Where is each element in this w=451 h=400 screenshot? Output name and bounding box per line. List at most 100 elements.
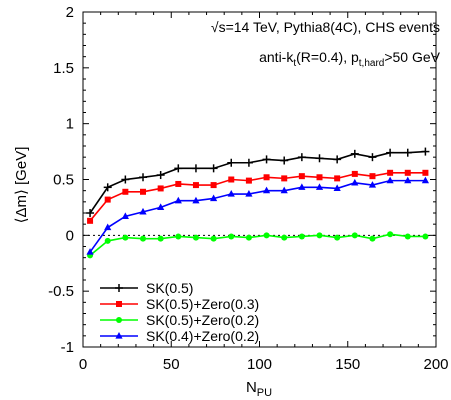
data-point — [368, 181, 377, 188]
y-tick-label: -0.5 — [48, 283, 74, 300]
data-point — [297, 153, 306, 162]
annotation-pt-cut: >50 GeV — [384, 49, 440, 65]
data-point — [404, 233, 411, 240]
annotation-jet-alg: anti-k — [259, 49, 294, 65]
legend-entry-4: SK(0.4)+Zero(0.2) — [100, 328, 259, 344]
axis-ticks — [82, 11, 437, 348]
x-tick-label: 100 — [247, 356, 272, 373]
x-axis-title: NPU — [246, 379, 272, 399]
data-point — [192, 182, 199, 189]
data-point — [191, 164, 200, 173]
legend-marker — [116, 317, 122, 323]
legend-label: SK(0.5)+Zero(0.3) — [146, 296, 259, 312]
series-1 — [86, 147, 430, 217]
annotation-pt-sub: t,hard — [359, 58, 385, 69]
legend-marker — [116, 301, 122, 307]
y-tick-label: 1.5 — [53, 60, 74, 77]
data-point — [157, 203, 165, 211]
data-point — [139, 173, 148, 182]
legend-marker — [115, 284, 123, 292]
data-point — [281, 175, 288, 182]
y-tick-label: 0.5 — [53, 172, 74, 189]
data-point — [387, 169, 394, 176]
data-point — [156, 171, 165, 180]
data-point — [104, 237, 111, 244]
data-point — [281, 234, 288, 241]
data-point — [316, 232, 323, 239]
data-point — [280, 186, 288, 194]
data-point — [192, 196, 200, 204]
annotation-radius: (R=0.4), p — [296, 49, 359, 65]
series-line — [89, 150, 426, 214]
series-3 — [87, 231, 429, 259]
data-point — [404, 169, 411, 176]
legend-entry-1: SK(0.5) — [100, 280, 193, 296]
data-point — [175, 180, 182, 187]
data-point — [404, 176, 412, 184]
data-point — [351, 232, 358, 239]
data-point — [227, 158, 236, 167]
data-point — [263, 232, 270, 239]
data-point — [121, 175, 130, 184]
data-point — [369, 235, 376, 242]
data-point — [351, 170, 358, 177]
data-point — [422, 233, 429, 240]
data-point — [244, 158, 253, 167]
data-point — [210, 182, 217, 189]
data-point — [263, 174, 270, 181]
data-point — [368, 153, 377, 162]
data-point — [315, 183, 324, 190]
data-point — [210, 194, 218, 202]
legend-label: SK(0.5)+Zero(0.2) — [146, 312, 259, 328]
data-point — [298, 233, 305, 240]
series-line — [89, 179, 426, 253]
data-point — [280, 156, 289, 165]
x-axis-title-sub: PU — [257, 387, 272, 399]
annotation-line-1: √s=14 TeV, Pythia8(4C), CHS events — [211, 19, 440, 35]
tick-labels: 0 50 100 150 200 -1 -0.5 0 0.5 1 1.5 2 — [48, 4, 448, 373]
y-tick-label: 0 — [66, 227, 74, 244]
series-layer — [86, 147, 430, 259]
data-point — [245, 234, 252, 241]
data-point — [262, 155, 271, 164]
series-2 — [87, 169, 429, 224]
data-point — [140, 188, 147, 195]
y-tick-label: -1 — [61, 339, 74, 356]
annotation-line-2: anti-kt(R=0.4), pt,hard>50 GeV — [259, 49, 441, 69]
data-point — [174, 196, 182, 204]
x-tick-label: 200 — [423, 356, 448, 373]
data-point — [298, 173, 305, 180]
data-point — [228, 233, 235, 240]
data-point — [403, 148, 412, 157]
data-point — [210, 235, 217, 242]
data-point — [122, 188, 129, 195]
data-point — [298, 183, 306, 190]
data-point — [121, 212, 129, 219]
data-point — [422, 169, 429, 176]
data-point — [122, 234, 129, 241]
data-point — [175, 233, 182, 240]
data-point — [104, 196, 111, 203]
data-point — [86, 209, 95, 217]
data-point — [209, 164, 218, 173]
data-point — [316, 174, 323, 181]
legend-entry-3: SK(0.5)+Zero(0.2) — [100, 312, 259, 328]
x-tick-label: 50 — [163, 356, 180, 373]
data-point — [103, 183, 112, 192]
annotation-jet-alg-sub: t — [293, 58, 296, 69]
data-point — [334, 234, 341, 241]
legend-entry-2: SK(0.5)+Zero(0.3) — [100, 296, 259, 312]
data-point — [387, 231, 394, 238]
data-point — [104, 223, 112, 231]
x-tick-label: 150 — [335, 356, 360, 373]
legend-marker — [115, 332, 123, 339]
data-point — [86, 248, 94, 255]
y-tick-label: 1 — [66, 116, 74, 133]
data-point — [157, 235, 164, 242]
data-point — [174, 164, 183, 173]
legend-label: SK(0.5) — [146, 280, 193, 296]
data-point — [227, 190, 235, 197]
series-4 — [86, 176, 430, 255]
data-point — [386, 148, 395, 157]
